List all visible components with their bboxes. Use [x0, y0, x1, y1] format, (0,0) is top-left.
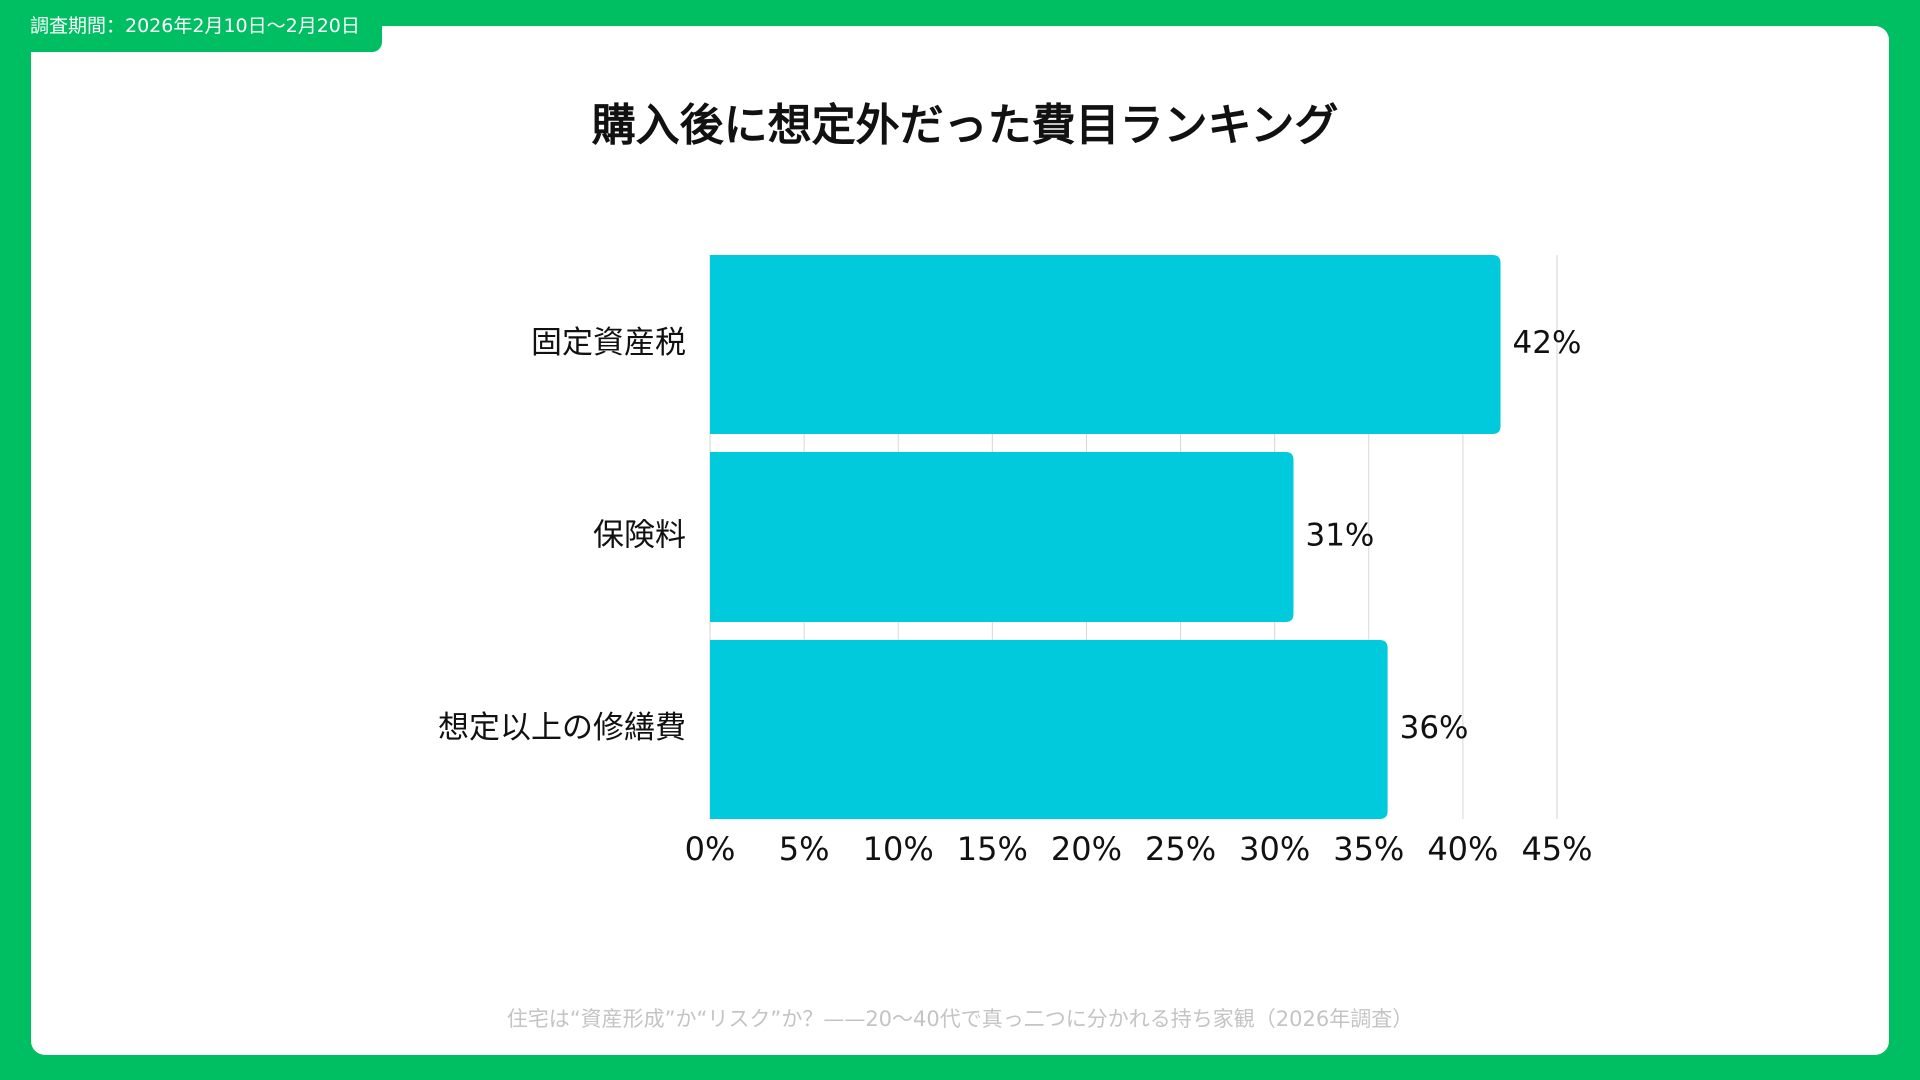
x-tick-label: 20%	[1051, 830, 1122, 868]
x-tick-label: 30%	[1239, 830, 1310, 868]
chart-title: 購入後に想定外だった費目ランキング	[592, 100, 1339, 151]
bar	[710, 255, 1501, 434]
bar	[710, 452, 1294, 622]
x-tick-label: 40%	[1427, 830, 1498, 868]
y-tick-label: 想定以上の修繕費	[438, 710, 686, 746]
footer-note: 住宅は“資産形成”か“リスク”か？——20〜40代で真っ二つに分かれる持ち家観（…	[507, 1007, 1413, 1031]
survey-period: 調査期間：2026年2月10日〜2月20日	[0, 0, 382, 52]
y-tick-label: 保険料	[593, 518, 686, 554]
value-label: 36%	[1400, 710, 1469, 746]
x-tick-label: 25%	[1145, 830, 1216, 868]
value-label: 42%	[1513, 325, 1582, 361]
x-tick-label: 0%	[685, 830, 736, 868]
bar	[710, 640, 1388, 819]
x-tick-label: 35%	[1333, 830, 1404, 868]
x-tick-label: 15%	[957, 830, 1028, 868]
x-tick-label: 10%	[863, 830, 934, 868]
y-tick-label: 固定資産税	[531, 325, 686, 361]
x-tick-label: 45%	[1521, 830, 1592, 868]
value-label: 31%	[1305, 518, 1374, 554]
x-tick-label: 5%	[779, 830, 830, 868]
